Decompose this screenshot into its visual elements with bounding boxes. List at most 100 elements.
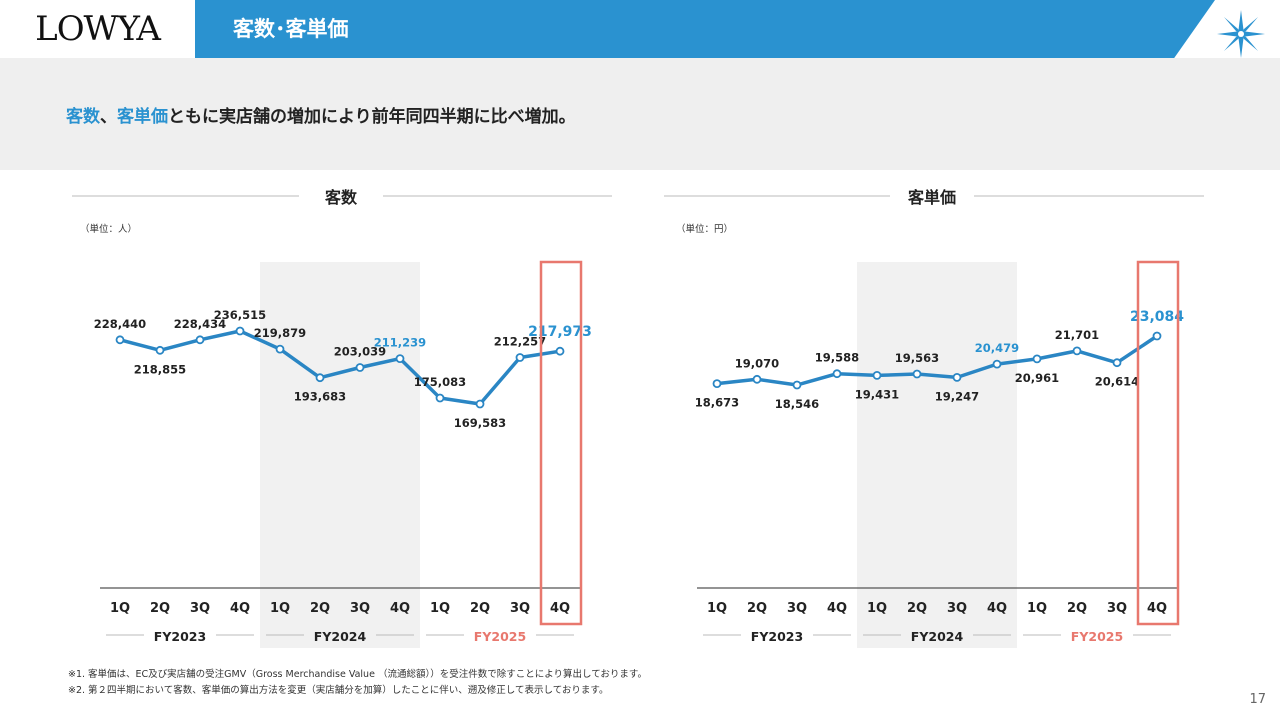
unit-price-data-label: 20,961 xyxy=(1015,371,1059,385)
customers-category-label: 4Q xyxy=(390,601,410,616)
customers-data-point xyxy=(395,354,405,364)
page-number: 17 xyxy=(1249,692,1266,707)
customers-group-label: FY2025 xyxy=(474,629,526,644)
customers-group-label: FY2024 xyxy=(314,629,367,644)
unit-price-data-point xyxy=(992,359,1002,369)
customers-category-label: 1Q xyxy=(270,601,290,616)
customers-data-label: 228,434 xyxy=(174,317,226,331)
customers-data-point xyxy=(435,393,445,403)
customers-shaded-band xyxy=(260,262,420,648)
unit-price-data-label: 18,546 xyxy=(775,397,819,411)
unit-price-category-label: 4Q xyxy=(827,601,847,616)
unit-price-data-point xyxy=(712,379,722,389)
title-band: 客数･客単価 xyxy=(195,0,1215,58)
unit-price-category-label: 4Q xyxy=(987,601,1007,616)
customers-category-label: 2Q xyxy=(150,601,170,616)
unit-price-data-label: 20,479 xyxy=(975,341,1019,355)
summary-highlight-customers: 客数 xyxy=(66,107,100,127)
unit-price-data-label: 20,614 xyxy=(1095,375,1139,389)
summary-rest: ともに実店舗の増加により前年同四半期に比べ増加。 xyxy=(168,107,576,127)
customers-series-line xyxy=(119,329,561,406)
unit-price-data-point xyxy=(912,369,922,379)
unit-price-data-point xyxy=(1152,331,1162,341)
footnotes: ※1. 客単価は、EC及び実店舗の受注GMV（Gross Merchandise… xyxy=(68,667,647,699)
footnote-1: ※1. 客単価は、EC及び実店舗の受注GMV（Gross Merchandise… xyxy=(68,669,647,680)
unit-price-category-label: 4Q xyxy=(1147,601,1167,616)
unit-price-unit-label: （単位：円） xyxy=(676,223,733,235)
customers-data-label: 228,440 xyxy=(94,317,146,331)
customers-category-label: 2Q xyxy=(470,601,490,616)
unit-price-group-label: FY2025 xyxy=(1071,629,1123,644)
summary-highlight-unit-price: 客単価 xyxy=(117,107,168,127)
customers-chart-title: 客数 xyxy=(325,188,358,207)
customers-data-label: 236,515 xyxy=(214,308,266,322)
customers-data-label: 212,257 xyxy=(494,335,546,349)
unit-price-category-label: 3Q xyxy=(1107,601,1127,616)
customers-data-point xyxy=(315,373,325,383)
customers-category-label: 4Q xyxy=(550,601,570,616)
compass-star-icon xyxy=(1217,10,1265,58)
customers-data-point xyxy=(115,335,125,345)
customers-data-label: 169,583 xyxy=(454,416,506,430)
customers-category-label: 2Q xyxy=(310,601,330,616)
footnote-2: ※2. 第２四半期において客数、客単価の算出方法を変更（実店舗分を加算）したこと… xyxy=(68,685,609,696)
customers-category-label: 1Q xyxy=(430,601,450,616)
unit-price-shaded-band xyxy=(857,262,1017,648)
unit-price-category-label: 1Q xyxy=(867,601,887,616)
summary-band: 客数、客単価ともに実店舗の増加により前年同四半期に比べ増加。 xyxy=(0,58,1280,170)
unit-price-category-label: 2Q xyxy=(907,601,927,616)
unit-price-data-point xyxy=(752,374,762,384)
customers-data-point xyxy=(235,326,245,336)
unit-price-data-label: 19,431 xyxy=(855,387,899,401)
unit-price-category-label: 1Q xyxy=(707,601,727,616)
header: LOWYA 客数･客単価 xyxy=(0,0,1280,58)
customers-category-label: 3Q xyxy=(190,601,210,616)
customers-unit-label: （単位：人） xyxy=(80,223,137,235)
unit-price-data-label: 19,247 xyxy=(935,389,979,403)
customers-data-label: 175,083 xyxy=(414,375,466,389)
customers-data-label: 193,683 xyxy=(294,390,346,404)
customers-data-label: 218,855 xyxy=(134,362,186,376)
unit-price-category-label: 3Q xyxy=(947,601,967,616)
unit-price-group-label: FY2023 xyxy=(751,629,803,644)
customers-data-point xyxy=(355,363,365,372)
customers-category-label: 1Q xyxy=(110,601,130,616)
customers-category-label: 3Q xyxy=(350,601,370,616)
customers-data-point xyxy=(275,344,285,354)
customers-category-label: 4Q xyxy=(230,601,250,616)
customers-data-point xyxy=(515,353,525,362)
unit-price-data-point xyxy=(1112,358,1122,368)
unit-price-category-label: 2Q xyxy=(1067,601,1087,616)
unit-price-category-label: 3Q xyxy=(787,601,807,616)
unit-price-category-label: 2Q xyxy=(747,601,767,616)
lowya-logo: LOWYA xyxy=(35,9,161,49)
unit-price-data-label: 23,084 xyxy=(1130,309,1184,325)
customers-data-label: 219,879 xyxy=(254,326,306,340)
unit-price-data-label: 19,070 xyxy=(735,356,779,370)
unit-price-data-point xyxy=(792,380,802,390)
customers-data-point xyxy=(555,346,565,356)
customers-data-label: 203,039 xyxy=(334,345,386,359)
unit-price-data-point xyxy=(872,370,882,380)
unit-price-highlight-box xyxy=(1136,260,1180,626)
unit-price-data-point xyxy=(832,369,842,379)
unit-price-data-point xyxy=(952,372,962,382)
unit-price-data-label: 19,588 xyxy=(815,351,859,365)
customers-highlight-box xyxy=(539,260,583,626)
unit-price-chart-title: 客単価 xyxy=(908,188,956,207)
customers-data-label: 217,973 xyxy=(528,324,592,340)
unit-price-data-label: 19,563 xyxy=(895,351,939,365)
unit-price-category-label: 1Q xyxy=(1027,601,1047,616)
customers-category-label: 3Q xyxy=(510,601,530,616)
summary-text: 客数、客単価ともに実店舗の増加により前年同四半期に比べ増加。 xyxy=(66,102,576,127)
customers-data-label: 211,239 xyxy=(374,336,426,350)
page-title: 客数･客単価 xyxy=(233,17,349,41)
unit-price-data-label: 21,701 xyxy=(1055,328,1099,342)
unit-price-series-line xyxy=(716,334,1158,387)
unit-price-data-point xyxy=(1032,354,1042,364)
customers-data-point xyxy=(155,345,165,355)
customers-data-point xyxy=(475,399,485,409)
customers-group-label: FY2023 xyxy=(154,629,206,644)
unit-price-data-point xyxy=(1072,346,1082,356)
